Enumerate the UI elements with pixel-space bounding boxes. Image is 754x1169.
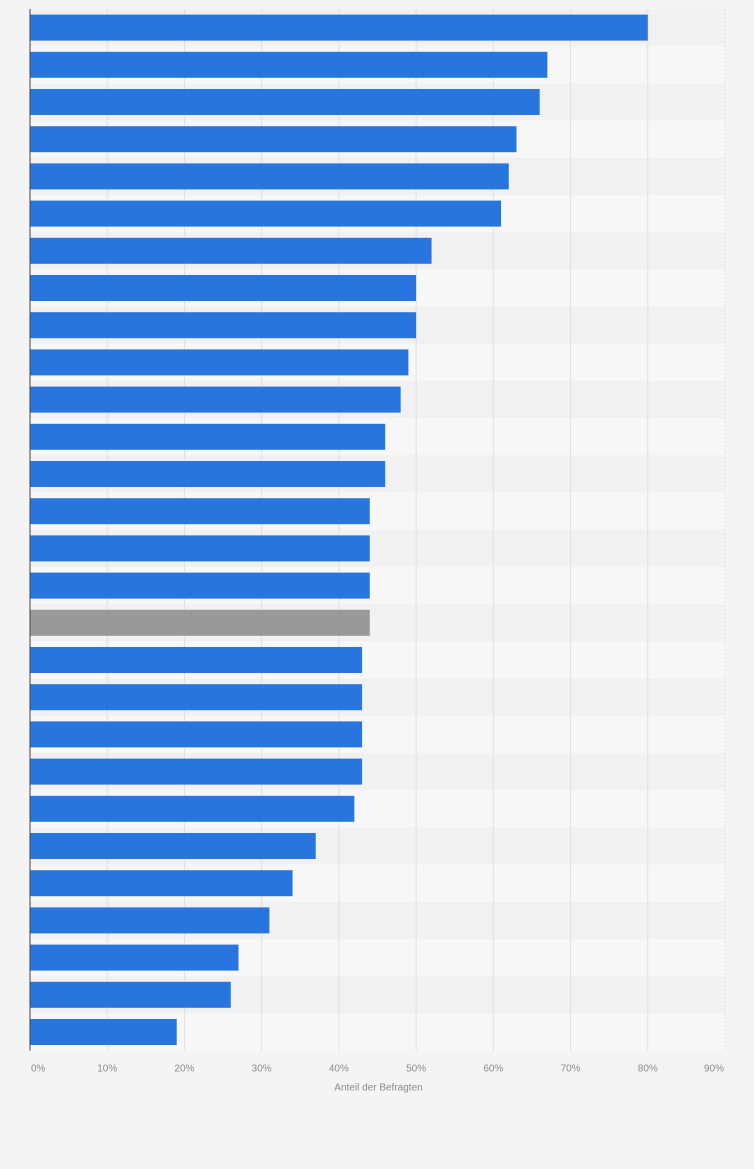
bar[interactable] bbox=[30, 89, 540, 115]
x-tick-labels: 0% 10% 20% 30% 40% 50% 60% 70% 80% 90% bbox=[31, 1064, 724, 1075]
bar[interactable] bbox=[30, 349, 409, 376]
x-tick-label: 10% bbox=[97, 1064, 117, 1075]
bar[interactable] bbox=[30, 200, 502, 227]
bars bbox=[30, 14, 648, 1045]
bar[interactable] bbox=[30, 981, 231, 1008]
bar[interactable] bbox=[30, 275, 417, 301]
bar[interactable] bbox=[30, 498, 370, 525]
bar[interactable] bbox=[30, 163, 509, 190]
bar[interactable] bbox=[30, 758, 363, 785]
bar[interactable] bbox=[30, 51, 548, 78]
x-tick-label: 40% bbox=[329, 1064, 349, 1075]
bar[interactable] bbox=[30, 572, 370, 599]
x-axis-title: Anteil der Befragten bbox=[334, 1083, 422, 1094]
bar[interactable] bbox=[30, 461, 386, 487]
x-tick-label: 70% bbox=[561, 1064, 581, 1075]
bar[interactable] bbox=[30, 684, 363, 711]
bar[interactable] bbox=[30, 14, 648, 41]
bar[interactable] bbox=[30, 126, 517, 153]
bar[interactable] bbox=[30, 721, 363, 748]
x-tick-label: 30% bbox=[252, 1064, 272, 1075]
x-tick-label: 20% bbox=[174, 1064, 194, 1075]
bar[interactable] bbox=[30, 535, 370, 562]
bar[interactable] bbox=[30, 944, 239, 971]
bar[interactable] bbox=[30, 907, 270, 934]
x-tick-label: 60% bbox=[483, 1064, 503, 1075]
x-tick-label: 50% bbox=[406, 1064, 426, 1075]
x-tick-label: 90% bbox=[704, 1064, 724, 1075]
bar[interactable] bbox=[30, 423, 386, 450]
bar[interactable] bbox=[30, 647, 363, 673]
x-tick-label: 0% bbox=[31, 1064, 46, 1075]
x-tick-label: 80% bbox=[638, 1064, 658, 1075]
bar[interactable] bbox=[30, 1019, 177, 1045]
bar[interactable] bbox=[30, 833, 316, 859]
bar[interactable] bbox=[30, 795, 355, 822]
bar[interactable] bbox=[30, 312, 417, 339]
bar-highlighted[interactable] bbox=[30, 609, 370, 636]
bar[interactable] bbox=[30, 870, 293, 897]
bar[interactable] bbox=[30, 237, 432, 264]
bar[interactable] bbox=[30, 386, 401, 413]
